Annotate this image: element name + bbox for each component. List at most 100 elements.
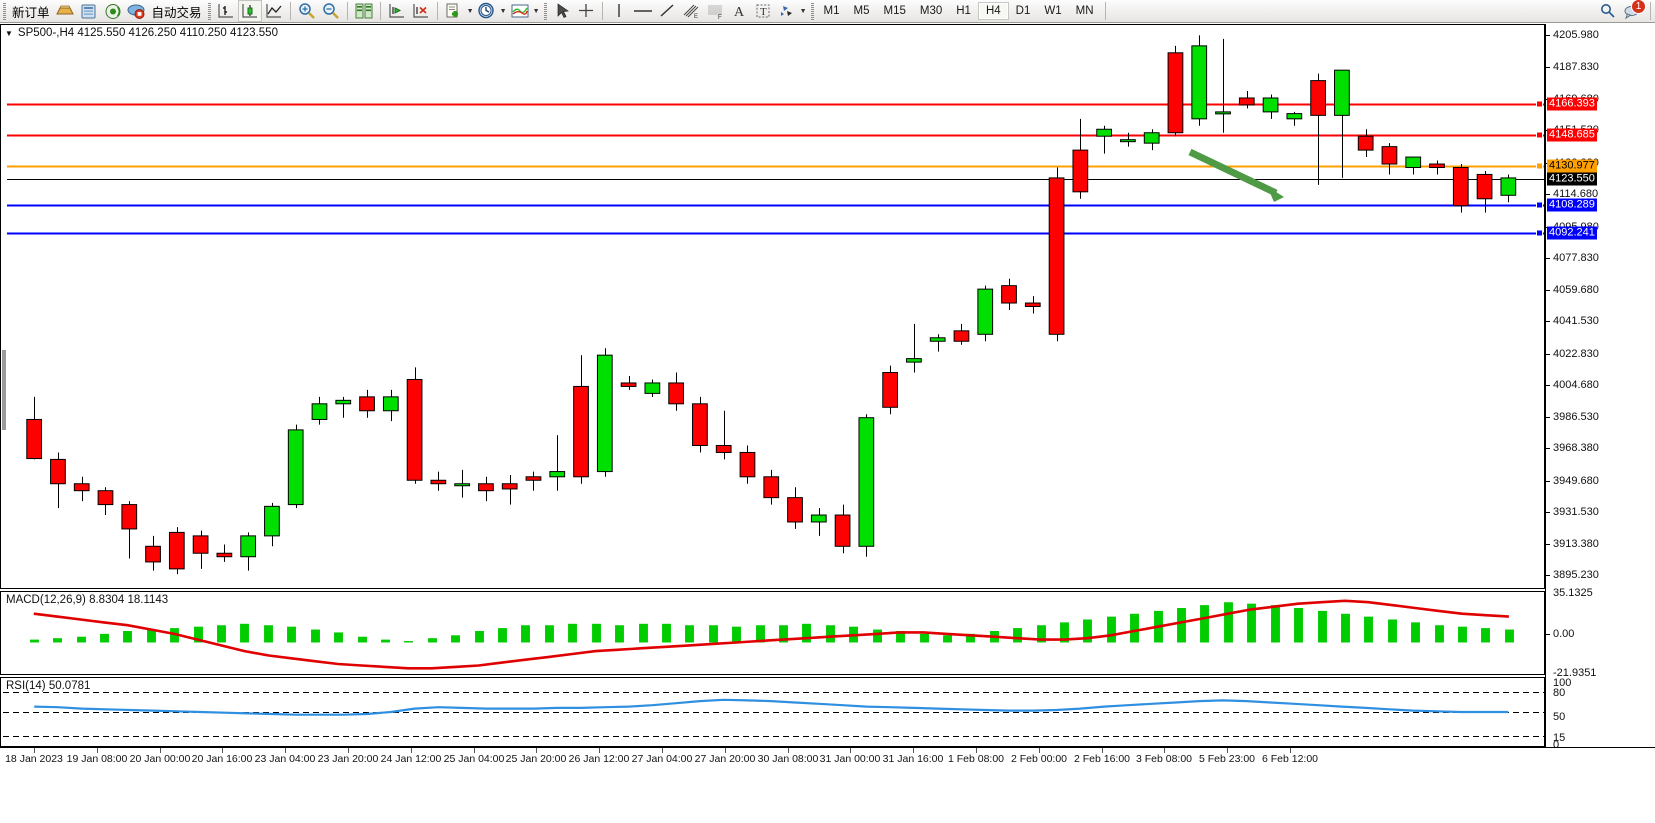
zoom-out-icon[interactable] <box>319 0 343 22</box>
fibonacci-icon[interactable]: F <box>703 0 727 22</box>
candle-body <box>1334 69 1350 116</box>
toolbar-grip[interactable] <box>3 2 6 20</box>
macd-pane[interactable]: MACD(12,26,9) 8.8304 18.1143 <box>0 591 1545 675</box>
level-handle-resistance-2[interactable] <box>1536 131 1543 139</box>
candle-body <box>1215 111 1231 115</box>
gold-bar-icon[interactable] <box>53 0 77 22</box>
timeframe-m5[interactable]: M5 <box>847 0 877 22</box>
price-pane[interactable]: ▼ SP500-,H4 4125.550 4126.250 4110.250 4… <box>0 24 1545 589</box>
timeframe-m1[interactable]: M1 <box>817 0 847 22</box>
text-box-icon[interactable]: T <box>751 0 775 22</box>
price-tick <box>1546 290 1550 291</box>
toolbar-grip-4[interactable] <box>810 2 814 20</box>
auto-scroll-icon[interactable] <box>409 0 433 22</box>
price-level-tag-last-price[interactable]: 4123.550 <box>1547 172 1597 186</box>
time-tick <box>788 748 789 753</box>
templates-caret-icon[interactable]: ▼ <box>532 7 540 15</box>
level-handle-support-2[interactable] <box>1536 229 1543 237</box>
zoom-in-icon[interactable] <box>295 0 319 22</box>
chart-shift-icon[interactable] <box>385 0 409 22</box>
timeframe-m30[interactable]: M30 <box>913 0 949 22</box>
add-indicator-icon[interactable] <box>442 0 466 22</box>
signal-icon[interactable] <box>101 0 125 22</box>
time-tick <box>850 748 851 753</box>
price-level-tag-support-2[interactable]: 4092.241 <box>1547 226 1597 240</box>
price-level-tag-support-1[interactable]: 4108.289 <box>1547 198 1597 212</box>
candle-body <box>97 490 114 506</box>
candle-body <box>50 458 66 485</box>
line-chart-icon[interactable] <box>262 0 286 22</box>
new-order-label: 新订单 <box>12 5 50 20</box>
level-handle-support-1[interactable] <box>1536 201 1543 209</box>
price-pane-scroll-gutter[interactable] <box>1 25 7 588</box>
price-tick-label: 4077.830 <box>1553 252 1599 264</box>
candle-body <box>1381 146 1398 165</box>
price-tick-label: 3986.530 <box>1553 411 1599 423</box>
timeframe-label: W1 <box>1044 5 1062 17</box>
rsi-axis-label: 0 <box>1553 739 1560 751</box>
shapes-caret-icon[interactable]: ▼ <box>799 7 807 15</box>
timeframe-mn[interactable]: MN <box>1069 0 1101 22</box>
timeframe-d1[interactable]: D1 <box>1009 0 1038 22</box>
text-label-icon[interactable]: A <box>727 0 751 22</box>
price-tick-label: 3968.380 <box>1553 442 1599 454</box>
price-pane-scroll-thumb[interactable] <box>2 350 6 430</box>
horizontal-line-icon[interactable] <box>631 0 655 22</box>
vertical-line-icon[interactable] <box>607 0 631 22</box>
timeframe-m15[interactable]: M15 <box>877 0 913 22</box>
timeframe-label: M30 <box>919 5 943 17</box>
timeframe-w1[interactable]: W1 <box>1037 0 1068 22</box>
candle-body <box>1262 97 1279 113</box>
candle-body <box>1405 156 1422 168</box>
cursor-icon[interactable] <box>550 0 574 22</box>
tile-windows-icon[interactable] <box>352 0 376 22</box>
price-tick <box>1546 544 1550 545</box>
trend-line-icon[interactable] <box>655 0 679 22</box>
svg-text:A: A <box>734 5 745 20</box>
shapes-icon[interactable] <box>775 0 799 22</box>
time-tick-label: 25 Jan 20:00 <box>505 753 567 765</box>
time-tick <box>599 748 600 753</box>
new-order-button[interactable]: 新订单 <box>9 0 53 22</box>
price-tick <box>1546 417 1550 418</box>
bar-chart-icon[interactable] <box>214 0 238 22</box>
candle-body <box>311 403 328 420</box>
time-tick-label: 2 Feb 16:00 <box>1073 753 1131 765</box>
time-axis[interactable]: 18 Jan 2023 19 Jan 08:00 20 Jan 00:00 20 Ja… <box>0 747 1655 769</box>
price-level-tag-resistance-1[interactable]: 4166.393 <box>1547 97 1597 111</box>
rsi-axis-label: 50 <box>1553 711 1566 723</box>
candle-body <box>620 382 637 387</box>
timeframe-label: D1 <box>1015 5 1031 17</box>
price-axis[interactable]: 4205.9804187.8304169.6804151.5304132.830… <box>1536 24 1655 751</box>
price-level-tag-pivot[interactable]: 4130.977 <box>1547 159 1597 173</box>
notification-badge: 1 <box>1631 0 1646 14</box>
rsi-label: RSI(14) 50.0781 <box>6 680 91 692</box>
candle-body <box>1167 52 1184 134</box>
price-level-tag-resistance-2[interactable]: 4148.685 <box>1547 128 1597 142</box>
timeframe-h4[interactable]: H4 <box>977 0 1009 22</box>
timeframe-h1[interactable]: H1 <box>949 0 978 22</box>
notification-icon[interactable]: 1 <box>1620 0 1646 22</box>
level-handle-resistance-1[interactable] <box>1536 100 1543 108</box>
equidistant-channel-icon[interactable]: E <box>679 0 703 22</box>
templates-icon[interactable] <box>508 0 532 22</box>
data-window-icon[interactable] <box>77 0 101 22</box>
time-tick-label: 23 Jan 04:00 <box>254 753 316 765</box>
level-handle-pivot[interactable] <box>1536 162 1543 170</box>
candle-body <box>1048 177 1065 335</box>
candle-body <box>145 545 161 563</box>
chevron-down-icon[interactable]: ▼ <box>5 28 13 38</box>
crosshair-icon[interactable] <box>574 0 598 22</box>
time-tick-label: 31 Jan 16:00 <box>882 753 944 765</box>
autotrading-button[interactable]: 自动交易 <box>149 0 205 22</box>
expert-advisor-icon[interactable] <box>125 0 149 22</box>
rsi-pane[interactable]: RSI(14) 50.0781 <box>0 677 1545 747</box>
toolbar-grip-3[interactable] <box>543 2 547 20</box>
candlestick-chart-icon[interactable] <box>237 0 262 22</box>
period-caret-icon[interactable]: ▼ <box>499 7 507 15</box>
candle-body <box>216 552 233 558</box>
add-indicator-caret-icon[interactable]: ▼ <box>466 7 474 15</box>
search-icon[interactable] <box>1596 0 1620 22</box>
period-clock-icon[interactable] <box>475 0 499 22</box>
toolbar-grip-2[interactable] <box>207 2 211 20</box>
